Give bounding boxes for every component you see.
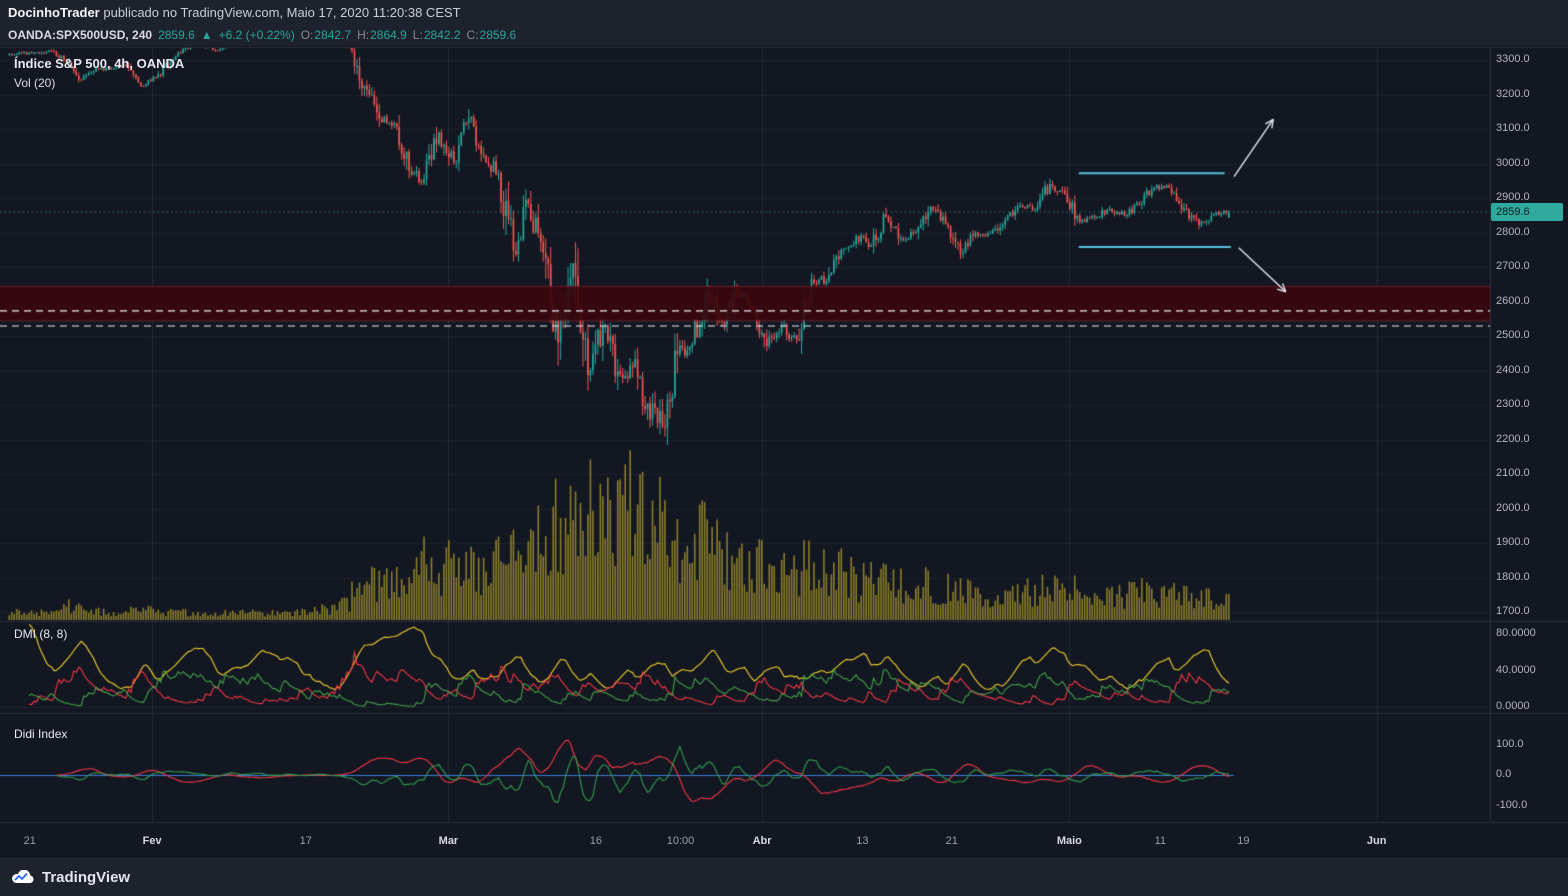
time-axis-label: 13 bbox=[856, 835, 869, 847]
tradingview-logo-icon[interactable] bbox=[10, 870, 34, 885]
price-axis-tick: 2800.0 bbox=[1496, 225, 1530, 238]
symbol-header: OANDA:SPX500USD, 240 2859.6 ▲ +6.2 (+0.2… bbox=[0, 24, 1568, 46]
price-axis-tick: 1800.0 bbox=[1496, 570, 1530, 583]
price-axis-tick: 2400.0 bbox=[1496, 363, 1530, 376]
time-axis: 21 Fev 17 Mar 16 10:00 Abr 13 21 Maio 11 19 Jun bbox=[0, 46, 1568, 858]
time-axis-label: 17 bbox=[299, 835, 312, 847]
time-axis-label: 10:00 bbox=[666, 835, 695, 847]
price-axis-tick: 3100.0 bbox=[1496, 122, 1530, 134]
didi-legend: Didi Index bbox=[14, 727, 68, 741]
dmi-axis-tick: 0.0000 bbox=[1496, 700, 1530, 712]
dmi-axis-tick: 40.0000 bbox=[1496, 663, 1536, 676]
attribution-text: publicado no TradingView.com, Maio 17, 2… bbox=[99, 4, 461, 20]
last-price-value: 2859.6 bbox=[158, 28, 195, 42]
didi-axis-tick: -100.0 bbox=[1496, 798, 1528, 811]
time-axis-label: Maio bbox=[1056, 835, 1082, 847]
time-axis-label: Mar bbox=[438, 835, 459, 847]
price-axis-tick: 2100.0 bbox=[1496, 467, 1530, 479]
price-axis-tick: 2700.0 bbox=[1496, 260, 1530, 272]
last-price-tag: 2859.6 bbox=[1491, 202, 1563, 221]
attribution-bar: DocinhoTrader publicado no TradingView.c… bbox=[0, 0, 1568, 24]
volume-legend: Vol (20) bbox=[14, 76, 56, 90]
time-axis-label: 21 bbox=[945, 835, 958, 847]
time-axis-label: Fev bbox=[142, 835, 162, 847]
price-axis-tick: 2300.0 bbox=[1496, 398, 1530, 410]
price-axis-tick: 2900.0 bbox=[1496, 191, 1530, 203]
author-name: DocinhoTrader bbox=[8, 4, 100, 20]
time-axis-label: 19 bbox=[1237, 835, 1250, 847]
chart-title-legend: Índice S&P 500, 4h, OANDA bbox=[14, 56, 185, 71]
price-axis-tick: 2500.0 bbox=[1496, 329, 1530, 341]
tradingview-brand[interactable]: TradingView bbox=[42, 869, 131, 886]
open-value: O: 2842.7 bbox=[300, 28, 352, 42]
time-axis-label: 21 bbox=[23, 835, 36, 847]
chart-area: Índice S&P 500, 4h, OANDA Vol (20) DMI (… bbox=[0, 46, 1568, 858]
dmi-axis-tick: 80.0000 bbox=[1496, 627, 1536, 639]
price-axis-tick: 3300.0 bbox=[1496, 53, 1530, 65]
price-axis-tick: 2600.0 bbox=[1496, 294, 1530, 307]
price-axis-tick: 2200.0 bbox=[1496, 432, 1530, 445]
time-axis-label: Jun bbox=[1366, 835, 1387, 847]
high-value: H: 2864.9 bbox=[357, 28, 407, 42]
close-value: C: 2859.6 bbox=[466, 28, 517, 42]
footer-bar: TradingView bbox=[0, 858, 1568, 896]
symbol-title: OANDA:SPX500USD, 240 bbox=[8, 28, 153, 42]
price-chart-canvas bbox=[0, 46, 1568, 858]
price-change: +6.2 (+0.22%) bbox=[218, 28, 295, 42]
price-axis-tick: 1700.0 bbox=[1496, 605, 1530, 617]
low-value: L: 2842.2 bbox=[412, 28, 461, 42]
price-axis-tick: 3000.0 bbox=[1496, 156, 1530, 169]
time-axis-label: 11 bbox=[1154, 835, 1167, 847]
dmi-legend: DMI (8, 8) bbox=[14, 627, 68, 641]
didi-axis-tick: 0.0 bbox=[1496, 768, 1512, 780]
price-axis: 3300.0 3200.0 3100.0 3000.0 2900.0 2800.0 2700… bbox=[0, 46, 1568, 858]
price-axis-tick: 1900.0 bbox=[1496, 536, 1530, 548]
time-axis-label: 16 bbox=[589, 835, 602, 847]
up-arrow-icon: ▲ bbox=[200, 28, 213, 42]
time-axis-label: Abr bbox=[752, 835, 772, 847]
price-axis-tick: 2000.0 bbox=[1496, 501, 1530, 514]
price-axis-tick: 3200.0 bbox=[1496, 87, 1530, 100]
didi-axis-tick: 100.0 bbox=[1496, 737, 1524, 750]
